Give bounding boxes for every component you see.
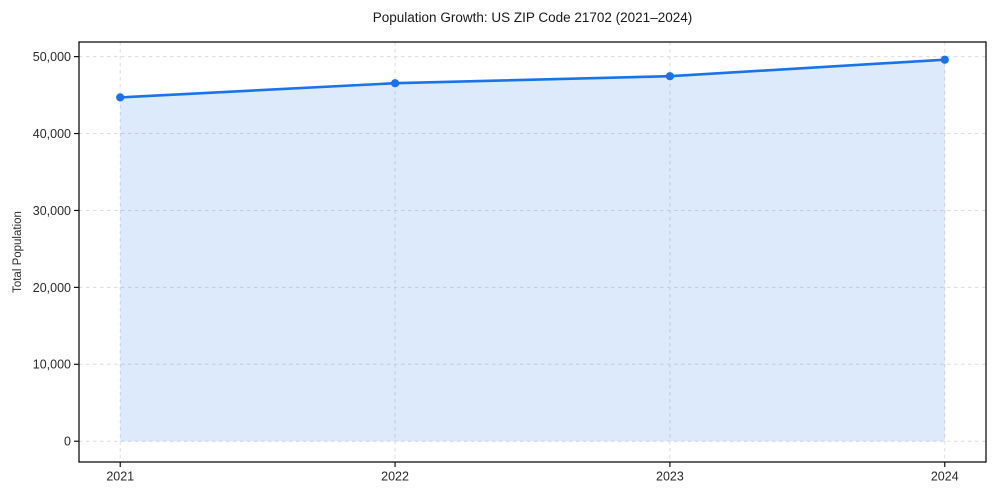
grid-layer: [79, 42, 986, 462]
series-layer: [116, 55, 949, 442]
trend-line: [118, 58, 947, 99]
data-point-2022: [391, 79, 400, 88]
y-tick-label: 40,000: [33, 127, 71, 141]
data-point-2024: [940, 55, 949, 64]
x-tick-label: 2022: [381, 470, 409, 484]
y-tick-label: 30,000: [33, 204, 71, 218]
x-tick-label: 2021: [106, 470, 134, 484]
plot-border: [78, 41, 987, 463]
data-point-2021: [116, 93, 125, 102]
x-tick-label: 2024: [931, 470, 959, 484]
x-tick-label: 2023: [656, 470, 684, 484]
y-tick-label: 0: [64, 435, 71, 449]
y-tick-label: 50,000: [33, 50, 71, 64]
axis-layer: 0 10,000 20,000 30,000 40,000 50,000 2021 2022 2…: [33, 41, 987, 484]
y-tick-label: 10,000: [33, 358, 71, 372]
chart-title: Population Growth: US ZIP Code 21702 (20…: [373, 10, 692, 25]
area-fill: [120, 59, 945, 442]
y-tick-label: 20,000: [33, 281, 71, 295]
data-point-2023: [665, 72, 675, 81]
y-axis-label: Total Population: [12, 211, 24, 293]
